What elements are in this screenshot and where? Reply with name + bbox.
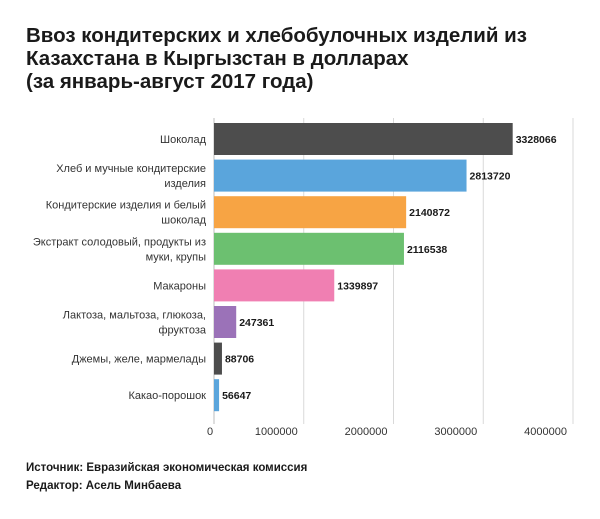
category-label: изделия bbox=[164, 178, 206, 190]
bar bbox=[214, 342, 222, 375]
data-label: 2140872 bbox=[409, 207, 450, 219]
category-label: Какао-порошок bbox=[128, 390, 206, 402]
category-label: Джемы, желе, мармелады bbox=[72, 354, 206, 366]
x-tick-label: 3000000 bbox=[434, 426, 477, 438]
data-label: 88706 bbox=[225, 354, 254, 366]
data-label: 247361 bbox=[239, 317, 274, 329]
category-label: Шоколад bbox=[160, 134, 207, 146]
category-label: Экстракт солодовый, продукты из bbox=[33, 236, 206, 248]
editor-note: Редактор: Асель Минбаева bbox=[26, 480, 182, 492]
category-label: муки, крупы bbox=[146, 251, 207, 263]
category-label: Кондитерские изделия и белый bbox=[46, 200, 206, 212]
chart-title-line-2: Казахстана в Кыргызстан в долларах bbox=[26, 47, 409, 70]
bar bbox=[214, 159, 467, 192]
chart-title-line-3: (за январь-август 2017 года) bbox=[26, 70, 314, 93]
x-tick-label: 1000000 bbox=[255, 426, 298, 438]
data-label: 2116538 bbox=[407, 244, 447, 256]
x-tick-label: 0 bbox=[207, 426, 213, 438]
data-label: 56647 bbox=[222, 390, 251, 402]
bar bbox=[214, 196, 407, 229]
source-note: Источник: Евразийская экономическая коми… bbox=[26, 462, 308, 474]
x-tick-label: 4000000 bbox=[524, 426, 567, 438]
bar bbox=[214, 306, 237, 338]
category-label: шоколад bbox=[161, 215, 206, 227]
x-tick-label: 2000000 bbox=[345, 426, 388, 438]
category-label: Хлеб и мучные кондитерские bbox=[56, 163, 206, 175]
category-label: Макароны bbox=[153, 280, 206, 292]
data-label: 1339897 bbox=[337, 280, 378, 292]
chart-title-line-1: Ввоз кондитерских и хлебобулочных издели… bbox=[26, 24, 527, 47]
bar bbox=[214, 379, 220, 412]
data-label: 2813720 bbox=[470, 171, 511, 183]
category-label: Лактоза, мальтоза, глюкоза, bbox=[63, 310, 206, 322]
bar bbox=[214, 269, 335, 302]
category-label: фруктоза bbox=[158, 325, 206, 337]
data-label: 3328066 bbox=[516, 134, 557, 146]
bar bbox=[214, 123, 513, 155]
chart-title: Ввоз кондитерских и хлебобулочных издели… bbox=[26, 24, 586, 93]
bar bbox=[214, 232, 404, 265]
